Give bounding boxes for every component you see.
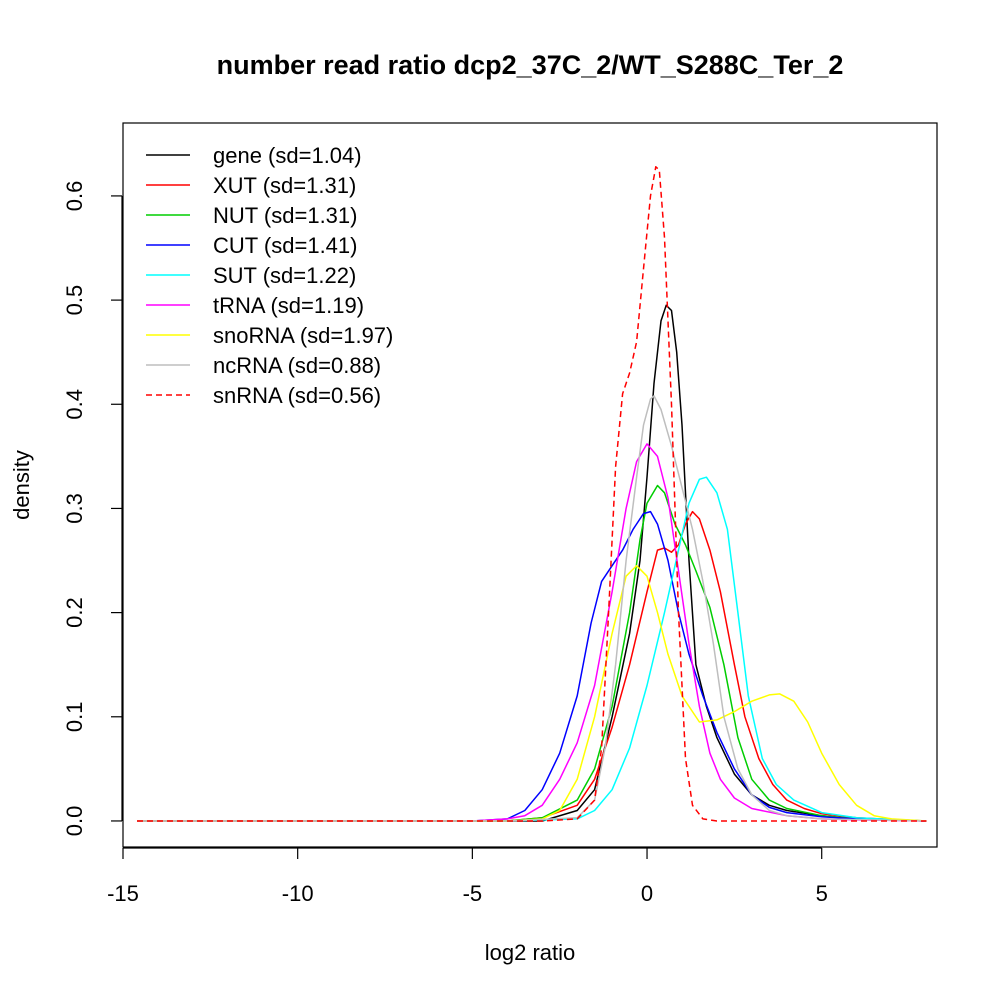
series-line-7 <box>137 395 927 822</box>
x-tick-label: 5 <box>816 881 828 906</box>
legend-label: SUT (sd=1.22) <box>213 263 356 288</box>
legend: gene (sd=1.04) XUT (sd=1.31) NUT (sd=1.31)… <box>146 143 393 408</box>
legend-label: snRNA (sd=0.56) <box>213 383 381 408</box>
series-line-5 <box>137 443 927 822</box>
series-line-4 <box>137 476 927 822</box>
series-layer <box>137 166 927 822</box>
legend-label: tRNA (sd=1.19) <box>213 293 364 318</box>
series-line-1 <box>137 510 927 822</box>
y-tick-label: 0.5 <box>62 285 87 316</box>
x-tick-label: -10 <box>282 881 314 906</box>
plot-frame <box>122 122 938 848</box>
series-line-8 <box>137 166 927 822</box>
series-line-3 <box>137 510 927 822</box>
legend-label: gene (sd=1.04) <box>213 143 362 168</box>
y-tick-label: 0.6 <box>62 181 87 212</box>
series-line-6 <box>137 564 927 822</box>
x-tick-label: -15 <box>107 881 139 906</box>
y-tick-label: 0.1 <box>62 701 87 732</box>
series-line-2 <box>137 484 927 822</box>
y-tick-label: 0.2 <box>62 597 87 628</box>
x-tick-label: 0 <box>641 881 653 906</box>
legend-label: CUT (sd=1.41) <box>213 233 357 258</box>
legend-label: ncRNA (sd=0.88) <box>213 353 381 378</box>
y-axis: 0.0 0.1 0.2 0.3 0.4 0.5 0.6 <box>62 181 123 837</box>
y-tick-label: 0.0 <box>62 806 87 837</box>
y-tick-label: 0.4 <box>62 389 87 420</box>
x-axis-label: log2 ratio <box>485 940 576 965</box>
legend-label: NUT (sd=1.31) <box>213 203 357 228</box>
legend-label: snoRNA (sd=1.97) <box>213 323 393 348</box>
legend-label: XUT (sd=1.31) <box>213 173 356 198</box>
y-tick-label: 0.3 <box>62 493 87 524</box>
series-line-0 <box>137 304 927 822</box>
x-tick-label: -5 <box>463 881 483 906</box>
y-axis-label: density <box>9 450 34 520</box>
x-axis: -15 -10 -5 0 5 <box>107 847 828 906</box>
chart-title: number read ratio dcp2_37C_2/WT_S288C_Te… <box>217 50 844 80</box>
